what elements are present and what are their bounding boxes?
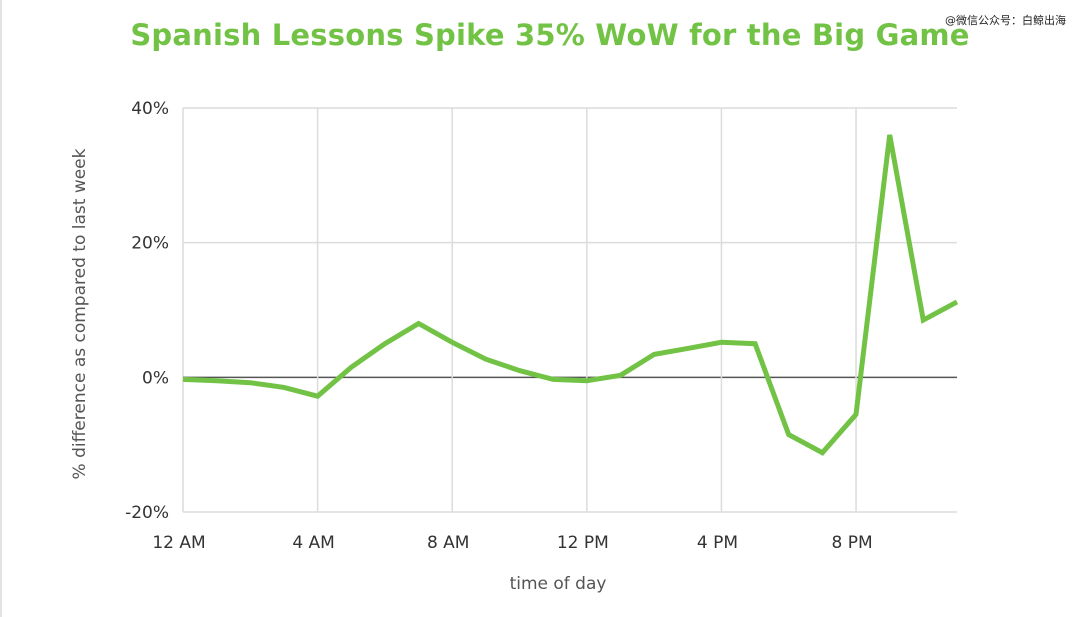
x-tick-label: 8 PM (831, 533, 872, 553)
series-line (182, 134, 959, 456)
y-tick-label: 0% (142, 368, 169, 388)
series (182, 134, 959, 456)
watermark-text: @微信公众号：白鲸出海 (945, 14, 1066, 27)
y-axis-title: % difference as compared to last week (70, 148, 90, 479)
y-tick-label: 40% (131, 99, 169, 119)
x-tick-label: 4 AM (292, 533, 335, 553)
y-tick-label: 20% (131, 234, 169, 254)
x-tick-label: 12 PM (557, 533, 609, 553)
x-tick-label: 4 PM (697, 533, 738, 553)
chart-title: Spanish Lessons Spike 35% WoW for the Bi… (130, 18, 970, 52)
x-tick-label: 12 AM (152, 533, 205, 553)
y-tick-label: -20% (125, 503, 169, 523)
grid (182, 107, 957, 513)
x-tick-label: 8 AM (427, 533, 470, 553)
tick-labels: 40% 20% 0% -20% 12 AM 4 AM 8 AM 12 PM 4 PM 8 PM (125, 99, 873, 553)
x-axis-title: time of day (510, 574, 607, 594)
page-left-border (0, 0, 2, 617)
